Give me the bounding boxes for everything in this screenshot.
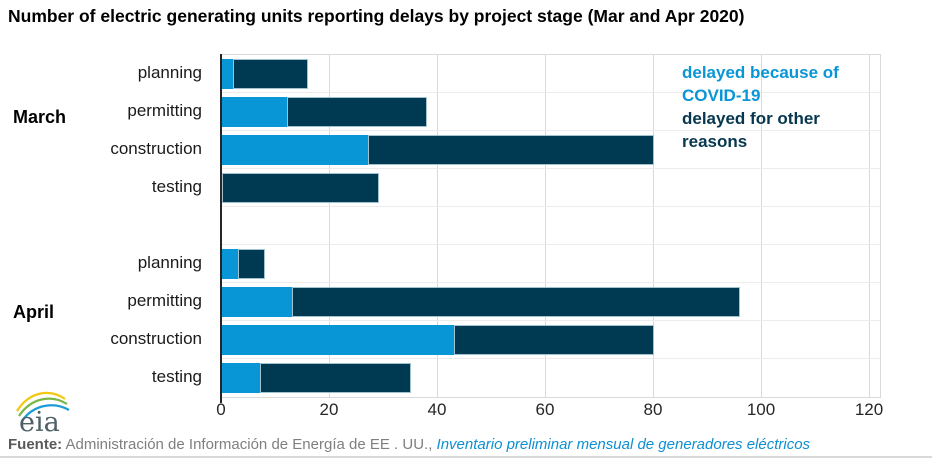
eia-logo: eia (12, 386, 74, 438)
group-spacer-row (222, 207, 880, 245)
bar-segment-covid (222, 325, 455, 355)
bar-row-march-permitting (222, 93, 880, 131)
x-tick-0: 0 (216, 400, 226, 419)
category-label-april-permitting: permitting (127, 291, 202, 310)
bar-segment-covid (222, 363, 260, 393)
bar-segment-covid (222, 249, 239, 279)
category-label-march-permitting: permitting (127, 101, 202, 120)
bar-segment-other (222, 173, 379, 203)
category-label-march-planning: planning (137, 63, 202, 82)
gridline-x-20 (329, 55, 330, 397)
stacked-bar (222, 173, 379, 203)
category-label-march-construction: construction (110, 139, 202, 158)
legend: delayed because of COVID-19 delayed for … (682, 61, 840, 153)
bottom-divider (0, 456, 932, 458)
category-label-april-testing: testing (151, 367, 202, 386)
category-labels: planning permitting construction testing pla… (0, 54, 210, 396)
bar-row-april-permitting (222, 283, 880, 321)
x-tick-120: 120 (854, 400, 884, 419)
bar-rows (222, 55, 880, 397)
legend-other-label: delayed for other reasons (682, 109, 820, 151)
legend-covid-label: delayed because of COVID-19 (682, 63, 839, 105)
stacked-bar (222, 59, 309, 89)
stacked-bar (222, 97, 428, 127)
gridline-x-120 (869, 55, 870, 397)
stacked-bar (222, 249, 266, 279)
bar-row-april-planning (222, 245, 880, 283)
logo-text: eia (19, 407, 60, 436)
category-label-april-construction: construction (110, 329, 202, 348)
group-label-april: April (13, 302, 55, 322)
gridline-x-100 (761, 55, 762, 397)
bar-segment-other (292, 287, 741, 317)
bar-segment-other (367, 135, 654, 165)
bar-segment-covid (222, 287, 293, 317)
stacked-bar (222, 287, 741, 317)
stacked-bar (222, 325, 654, 355)
gridline-x-40 (437, 55, 438, 397)
plot-area (221, 54, 881, 398)
logo-arc-yellow (16, 391, 66, 412)
group-label-march: March (13, 107, 67, 127)
y-axis-line (220, 54, 222, 403)
gridline-x-80 (653, 55, 654, 397)
category-label-march-testing: testing (151, 177, 202, 196)
bar-segment-covid (222, 59, 233, 89)
source-link: Inventario preliminar mensual de generad… (436, 436, 811, 453)
logo-arc-blue (21, 404, 70, 422)
x-tick-100: 100 (746, 400, 776, 419)
gridline-x-60 (545, 55, 546, 397)
bar-segment-other (232, 59, 309, 89)
bar-segment-other (286, 97, 428, 127)
stacked-bar (222, 363, 411, 393)
source-text: Administración de Información de Energía… (62, 436, 437, 453)
stacked-bar (222, 135, 654, 165)
bar-segment-other (259, 363, 411, 393)
bar-row-march-testing (222, 169, 880, 207)
x-tick-40: 40 (427, 400, 447, 419)
chart-title: Number of electric generating units repo… (8, 6, 745, 26)
bar-segment-other (238, 249, 266, 279)
x-axis-tick-labels: 0 20 40 60 80 100 120 (0, 400, 932, 420)
bar-segment-other (454, 325, 654, 355)
logo-arc-green (18, 397, 68, 417)
x-tick-60: 60 (535, 400, 555, 419)
bar-row-march-planning (222, 55, 880, 93)
bar-row-april-testing (222, 359, 880, 397)
category-label-april-planning: planning (137, 253, 202, 272)
x-tick-20: 20 (319, 400, 339, 419)
bar-row-april-construction (222, 321, 880, 359)
bar-segment-covid (222, 97, 287, 127)
bar-segment-covid (222, 135, 368, 165)
label-spacer (0, 206, 210, 244)
source-footnote: Fuente: Administración de Información de… (8, 436, 928, 453)
x-tick-80: 80 (643, 400, 663, 419)
source-label: Fuente: (8, 436, 63, 453)
bar-row-march-construction (222, 131, 880, 169)
